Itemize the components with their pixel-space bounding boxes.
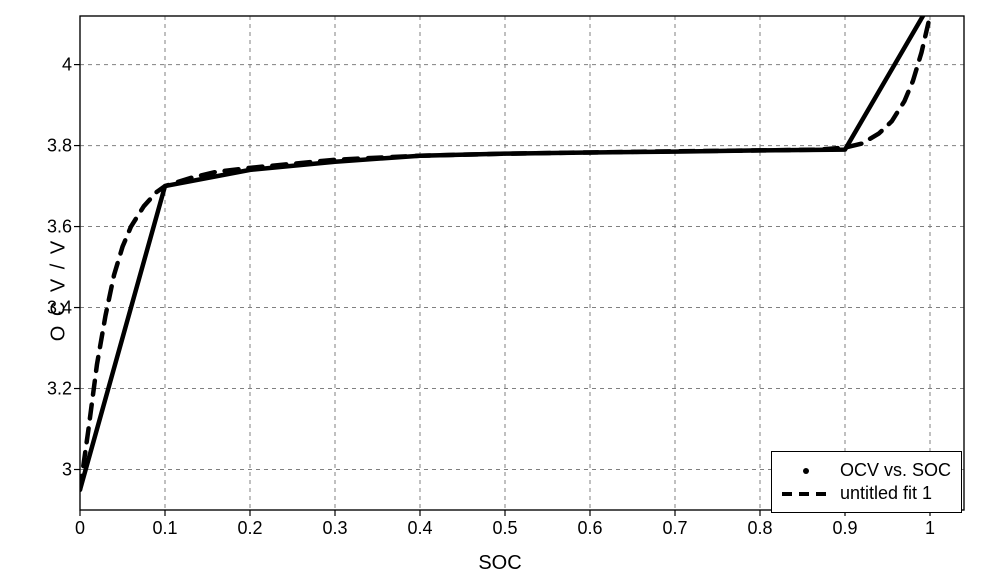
y-tick-label: 3.4 bbox=[32, 297, 72, 318]
y-tick-label: 4 bbox=[32, 54, 72, 75]
y-tick-label: 3.2 bbox=[32, 378, 72, 399]
x-tick-label: 0.8 bbox=[747, 518, 772, 539]
dot-icon bbox=[782, 462, 830, 480]
chart-container: O C V / V SOC 00.10.20.30.40.50.60.70.80… bbox=[0, 0, 1000, 579]
y-tick-label: 3.8 bbox=[32, 135, 72, 156]
x-tick-label: 0.6 bbox=[577, 518, 602, 539]
legend-item: OCV vs. SOC bbox=[782, 460, 951, 481]
y-tick-label: 3.6 bbox=[32, 216, 72, 237]
dash-line-icon bbox=[782, 485, 830, 503]
legend-item: untitled fit 1 bbox=[782, 483, 951, 504]
x-tick-label: 0 bbox=[75, 518, 85, 539]
x-tick-label: 0.3 bbox=[322, 518, 347, 539]
x-tick-label: 0.1 bbox=[152, 518, 177, 539]
legend-label: OCV vs. SOC bbox=[840, 460, 951, 481]
legend-label: untitled fit 1 bbox=[840, 483, 932, 504]
legend: OCV vs. SOCuntitled fit 1 bbox=[771, 451, 962, 513]
x-tick-label: 1 bbox=[925, 518, 935, 539]
x-tick-label: 0.4 bbox=[407, 518, 432, 539]
x-tick-label: 0.2 bbox=[237, 518, 262, 539]
x-tick-label: 0.5 bbox=[492, 518, 517, 539]
x-tick-label: 0.9 bbox=[832, 518, 857, 539]
x-tick-label: 0.7 bbox=[662, 518, 687, 539]
y-tick-label: 3 bbox=[32, 459, 72, 480]
